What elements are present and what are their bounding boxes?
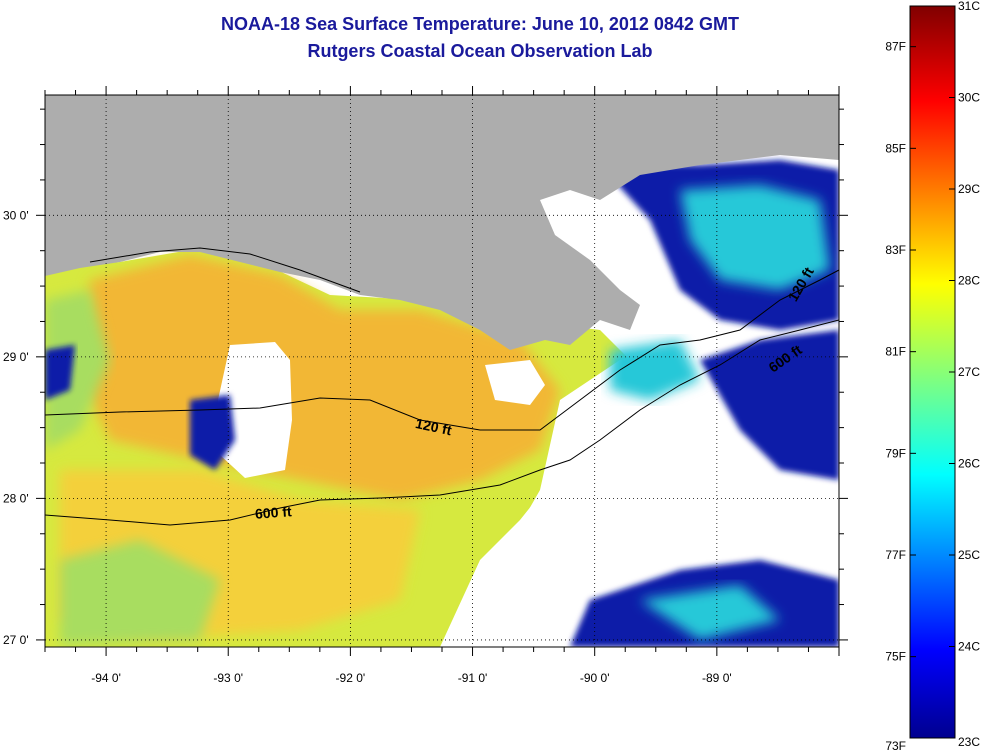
sst-green-patch-south: [60, 540, 220, 645]
lat-tick-label: 27 0': [3, 633, 29, 647]
colorbar-label-f: 79F: [885, 446, 906, 460]
colorbar-label-c: 28C: [958, 274, 980, 288]
sst-cold-blue-coast: [45, 345, 75, 400]
sst-cyan-south: [640, 585, 780, 640]
colorbar-label-c: 25C: [958, 548, 980, 562]
sst-cyan-northeast: [680, 185, 830, 290]
isobath-label-120ft: 120 ft: [414, 415, 453, 438]
colorbar-label-c: 30C: [958, 91, 980, 105]
sst-cold-blue-west: [190, 395, 235, 470]
colorbar-label-f: 73F: [885, 739, 906, 753]
colorbar-label-c: 31C: [958, 0, 980, 13]
lon-tick-label: -92 0': [336, 671, 366, 685]
cloud-west: [218, 342, 292, 478]
colorbar-label-f: 77F: [885, 548, 906, 562]
map-subtitle: Rutgers Coastal Ocean Observation Lab: [307, 41, 653, 61]
colorbar-label-f: 83F: [885, 243, 906, 257]
isobath-600ft: [45, 319, 839, 526]
lat-tick-label: 29 0': [3, 350, 29, 364]
lon-tick-label: -91 0': [458, 671, 488, 685]
colorbar-label-f: 75F: [885, 650, 906, 664]
lon-tick-label: -90 0': [580, 671, 610, 685]
colorbar-ticks: 31C 30C 29C 28C 27C 26C 25C 24C 23C 87F 85F 83F 81F 7…: [885, 0, 980, 753]
lon-tick-label: -93 0': [213, 671, 243, 685]
colorbar-label-c: 29C: [958, 182, 980, 196]
isobath-north: [89, 247, 361, 293]
lon-tick-label: -89 0': [702, 671, 732, 685]
sst-cold-blue-east: [700, 330, 839, 480]
sst-cyan-east: [610, 340, 700, 400]
sst-green-patch: [45, 290, 110, 450]
map-title: NOAA-18 Sea Surface Temperature: June 10…: [221, 14, 739, 34]
axis-labels: -94 0' -93 0' -92 0' -91 0' -90 0' -89 0' 30 0…: [3, 208, 732, 685]
lat-tick-label: 28 0': [3, 491, 29, 505]
colorbar-label-f: 81F: [885, 345, 906, 359]
land-louisiana-mississippi: [45, 95, 839, 350]
lat-tick-label: 30 0': [3, 208, 29, 222]
land-mississippi-coast: [700, 95, 839, 160]
frame-ticks: [36, 86, 848, 656]
lon-tick-label: -94 0': [91, 671, 121, 685]
isobath-label-600ft: 600 ft: [255, 503, 293, 522]
colorbar-label-c: 26C: [958, 457, 980, 471]
colorbar-gradient: [909, 5, 956, 739]
colorbar-label-f: 87F: [885, 40, 906, 54]
map-panel: 120 ft 600 ft 600 ft 120 ft: [45, 95, 839, 647]
colorbar-label-f: 85F: [885, 141, 906, 155]
grid: [45, 95, 839, 647]
colorbar-label-c: 27C: [958, 365, 980, 379]
colorbar-label-c: 24C: [958, 640, 980, 654]
cloud-central: [485, 360, 545, 405]
colorbar-label-c: 23C: [958, 735, 980, 749]
colorbar: 31C 30C 29C 28C 27C 26C 25C 24C 23C 87F 85F 83F 81F 7…: [885, 0, 980, 753]
isobath-120ft: [45, 269, 839, 431]
